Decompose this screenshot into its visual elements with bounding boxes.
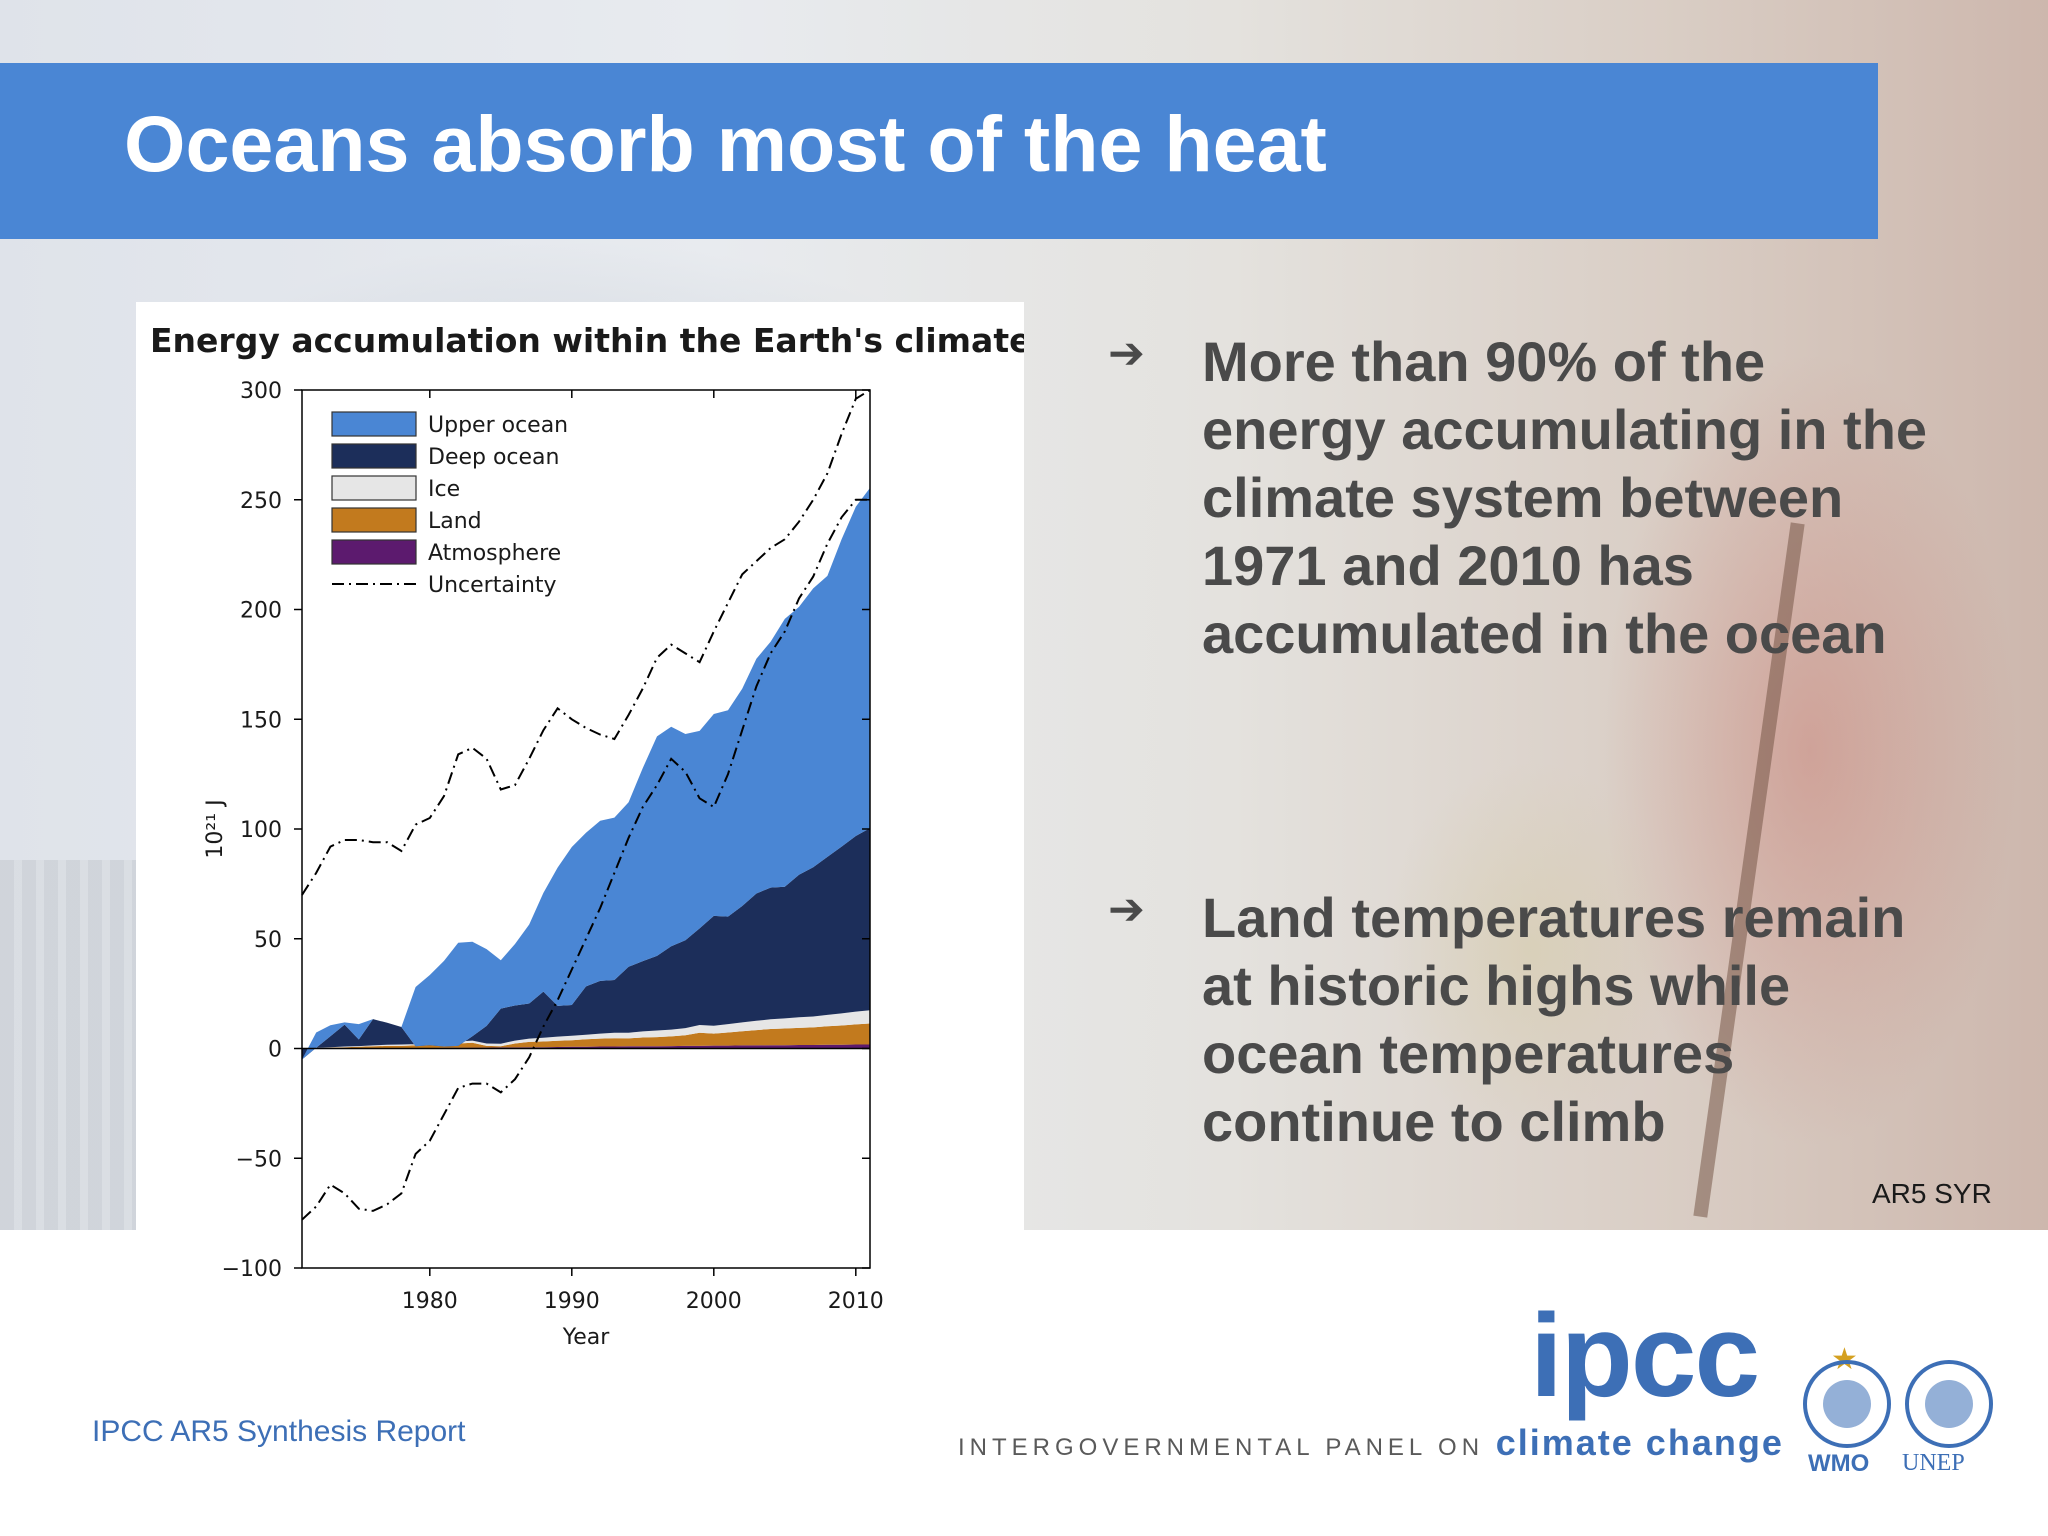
y-tick-label: 150: [240, 708, 282, 733]
y-tick-label: −100: [222, 1257, 282, 1282]
unep-label: UNEP: [1902, 1450, 1965, 1476]
legend-swatch: [331, 539, 417, 565]
y-tick-label: 100: [240, 818, 282, 843]
chart-axes: −100 −50 0 50 100 150 200 250 300 1980 1990 2000 201…: [203, 379, 884, 1350]
legend-label: Upper ocean: [428, 413, 568, 438]
arrow-icon: ➔: [1108, 329, 1145, 378]
slide-title: Oceans absorb most of the heat: [124, 99, 1327, 188]
title-bar: [0, 63, 1878, 239]
y-tick-label: 250: [240, 489, 282, 514]
legend-label: Land: [428, 509, 482, 534]
x-tick-label: 2000: [686, 1289, 742, 1314]
y-axis-label: 10²¹ J: [203, 799, 228, 858]
uncertainty-lines: [301, 389, 871, 1221]
chart-panel: Energy accumulation within the Earth's c…: [136, 302, 1024, 1364]
chart-title-background: [136, 302, 1024, 372]
x-axis-label: Year: [562, 1325, 611, 1350]
ipcc-tagline-suffix: climate change: [1495, 1422, 1784, 1463]
y-tick-label: 0: [268, 1038, 282, 1063]
y-tick-label: 300: [240, 379, 282, 404]
ipcc-tagline: INTERGOVERNMENTAL PANEL ON climate chang…: [958, 1422, 1784, 1464]
area-series-group: [302, 487, 870, 1060]
area-land: [302, 1023, 870, 1049]
bullet-text: More than 90% of the energy accumulating…: [1202, 330, 1928, 665]
bullet-text: Land temperatures remain at historic hig…: [1202, 886, 1906, 1153]
area-atmosphere: [302, 1044, 870, 1049]
ipcc-logo: ipcc: [1530, 1290, 1760, 1422]
legend-label: Deep ocean: [428, 445, 559, 470]
wmo-label: WMO: [1808, 1450, 1870, 1477]
wmo-emblem-icon: [1803, 1360, 1891, 1448]
area-deep-ocean: [302, 828, 870, 1060]
legend-label: Atmosphere: [428, 541, 561, 566]
legend-swatch: [331, 411, 417, 437]
background-child-shape: [1380, 760, 1680, 1140]
uncertainty-lower-line: [301, 498, 870, 1221]
legend-swatch: [331, 443, 417, 469]
reference-label: AR5 SYR: [1872, 1178, 1992, 1209]
legend-swatch: [331, 475, 417, 501]
chart-title: Energy accumulation within the Earth's c…: [150, 321, 1024, 360]
arrow-icon: ➔: [1108, 885, 1145, 934]
area-upper-ocean: [302, 487, 870, 1060]
legend-swatch: [331, 507, 417, 533]
ipcc-tagline-prefix: INTERGOVERNMENTAL PANEL ON: [958, 1434, 1485, 1461]
x-tick-label: 1990: [544, 1289, 600, 1314]
legend-label: Uncertainty: [428, 573, 557, 598]
chart-legend: Upper ocean Deep ocean Ice Land Atmosphere Un…: [331, 411, 568, 598]
y-tick-label: 50: [254, 928, 282, 953]
area-ice: [302, 1010, 870, 1049]
y-tick-label: −50: [236, 1147, 282, 1172]
unep-emblem-icon: [1905, 1360, 1993, 1448]
uncertainty-upper-line: [301, 389, 871, 896]
footer-source-link[interactable]: IPCC AR5 Synthesis Report: [92, 1415, 466, 1448]
y-tick-label: 200: [240, 599, 282, 624]
x-tick-label: 2010: [828, 1289, 884, 1314]
x-tick-label: 1980: [402, 1289, 458, 1314]
energy-accumulation-chart: Energy accumulation within the Earth's c…: [136, 302, 1024, 1350]
background-person-shape: [1600, 350, 2020, 1150]
legend-label: Ice: [428, 477, 460, 502]
